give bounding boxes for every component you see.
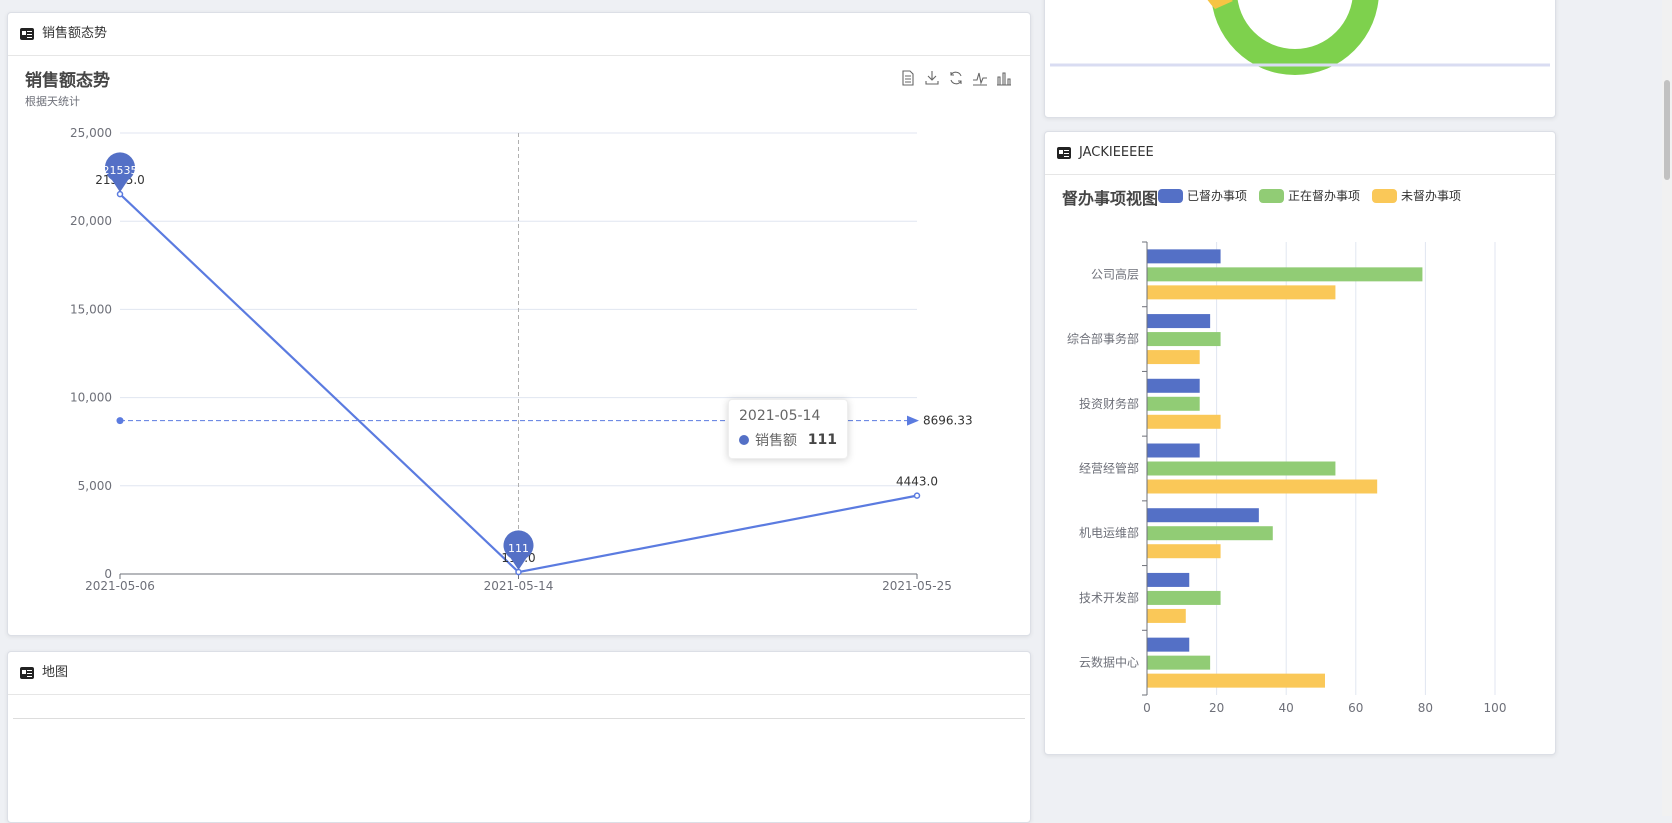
- data-point: [913, 492, 921, 499]
- legend-swatch: [1259, 189, 1284, 203]
- y-tick-label: 10,000: [70, 391, 112, 405]
- y-tick-label: 25,000: [70, 126, 112, 140]
- bar: [1147, 544, 1221, 559]
- bar: [1147, 249, 1221, 264]
- bar-chart: 督办事项视图 已督办事项 正在督办事项 未督办事项 0 20 40 60 80 100 公司高层…: [1062, 188, 1507, 715]
- data-label: 4443.0: [896, 475, 938, 489]
- x-tick-label: 100: [1484, 701, 1507, 715]
- mark-point-label: 21535: [103, 164, 138, 177]
- x-tick-label: 2021-05-14: [484, 579, 554, 593]
- map-divider: [13, 718, 1025, 719]
- map-panel-header: 地图: [8, 652, 1030, 695]
- line-chart-icon[interactable]: [972, 70, 988, 90]
- x-tick-label: 60: [1348, 701, 1363, 715]
- bar: [1147, 396, 1200, 411]
- refresh-icon[interactable]: [948, 70, 964, 90]
- tooltip-series-dot: [739, 435, 749, 445]
- mark-point-label: 111: [508, 542, 529, 555]
- category-label: 经营经管部: [1079, 461, 1139, 476]
- supervise-panel-header: JACKIEEEEE: [1045, 132, 1555, 175]
- page-scrollbar[interactable]: [1662, 0, 1672, 816]
- supervise-panel: JACKIEEEEE 督办事项视图 已督办事项 正在督办事项 未督办事项 0 20 40…: [1044, 131, 1556, 755]
- data-view-icon[interactable]: [900, 70, 916, 90]
- bar: [1147, 314, 1211, 329]
- legend-swatch: [1372, 189, 1397, 203]
- tooltip-value: 111: [807, 432, 837, 448]
- x-tick-label: 80: [1418, 701, 1433, 715]
- x-tick-label: 0: [1143, 701, 1151, 715]
- bar: [1147, 637, 1190, 652]
- data-point: [116, 190, 124, 198]
- y-tick-label: 20,000: [70, 214, 112, 228]
- donut-panel: [1044, 0, 1556, 118]
- category-label: 投资财务部: [1079, 396, 1139, 411]
- tooltip-series: 销售额: [755, 433, 797, 449]
- sales-panel-title: 销售额态势: [42, 26, 108, 41]
- bar: [1147, 461, 1336, 476]
- chart-toolbox: [900, 70, 1012, 90]
- donut-chart: [1050, 0, 1550, 75]
- series-line-sales: [119, 193, 918, 574]
- chart-tooltip: 2021-05-14 销售额 111: [728, 399, 848, 459]
- bar: [1147, 590, 1221, 605]
- x-tick-label: 2021-05-06: [85, 579, 155, 593]
- bar: [1147, 572, 1190, 587]
- legend-label: 未督办事项: [1401, 188, 1461, 203]
- y-tick-label: 15,000: [70, 302, 112, 316]
- card-icon: [20, 28, 34, 40]
- bar: [1147, 526, 1273, 541]
- bar: [1147, 350, 1200, 365]
- category-label: 综合部事务部: [1067, 331, 1139, 346]
- bar-chart-title: 督办事项视图: [1062, 189, 1158, 208]
- mark-line-arrow: [907, 415, 919, 426]
- mark-point-pin: [105, 152, 135, 193]
- donut-yellow-segment: [1207, 0, 1233, 9]
- legend-label: 已督办事项: [1187, 188, 1247, 203]
- bar: [1147, 673, 1325, 688]
- bar: [1147, 378, 1200, 393]
- bar: [1147, 508, 1259, 523]
- card-icon: [1057, 147, 1071, 159]
- bar-chart-icon[interactable]: [996, 70, 1012, 90]
- supervise-panel-title: JACKIEEEEE: [1079, 145, 1154, 160]
- legend-swatch: [1158, 189, 1183, 203]
- y-tick-label: 5,000: [78, 479, 112, 493]
- map-panel-title: 地图: [42, 665, 69, 680]
- sales-panel: 销售额态势 销售额态势 根据天统计 0 5,000 10,000 15,000 20,0…: [7, 12, 1031, 636]
- bar: [1147, 267, 1423, 282]
- sales-panel-header: 销售额态势: [8, 13, 1030, 56]
- data-point: [515, 568, 522, 576]
- bar: [1147, 608, 1186, 623]
- donut-green-segment: [1211, 0, 1379, 75]
- map-panel: 地图: [7, 651, 1031, 823]
- mark-point-pin: [503, 530, 534, 571]
- chart-title: 销售额态势: [25, 70, 110, 91]
- x-tick-label: 40: [1279, 701, 1294, 715]
- category-label: 机电运维部: [1079, 525, 1139, 540]
- chart-subtitle: 根据天统计: [25, 94, 80, 108]
- x-tick-label: 20: [1209, 701, 1224, 715]
- bar: [1147, 332, 1221, 347]
- bar: [1147, 655, 1211, 670]
- tooltip-date: 2021-05-14: [739, 408, 821, 424]
- bar: [1147, 443, 1200, 458]
- download-icon[interactable]: [924, 70, 940, 90]
- scrollbar-thumb[interactable]: [1664, 80, 1670, 180]
- bar: [1147, 479, 1378, 494]
- category-label: 公司高层: [1091, 266, 1139, 281]
- bar: [1147, 414, 1221, 429]
- category-label: 技术开发部: [1079, 590, 1139, 605]
- category-label: 云数据中心: [1079, 655, 1139, 670]
- legend-label: 正在督办事项: [1288, 188, 1360, 203]
- mark-line-label: 8696.33: [923, 414, 973, 428]
- y-tick-label: 0: [104, 567, 112, 581]
- x-tick-label: 2021-05-25: [882, 579, 952, 593]
- line-chart: 销售额态势 根据天统计 0 5,000 10,000 15,000 20,000 25,0…: [25, 70, 973, 593]
- card-icon: [20, 667, 34, 679]
- bar: [1147, 285, 1336, 300]
